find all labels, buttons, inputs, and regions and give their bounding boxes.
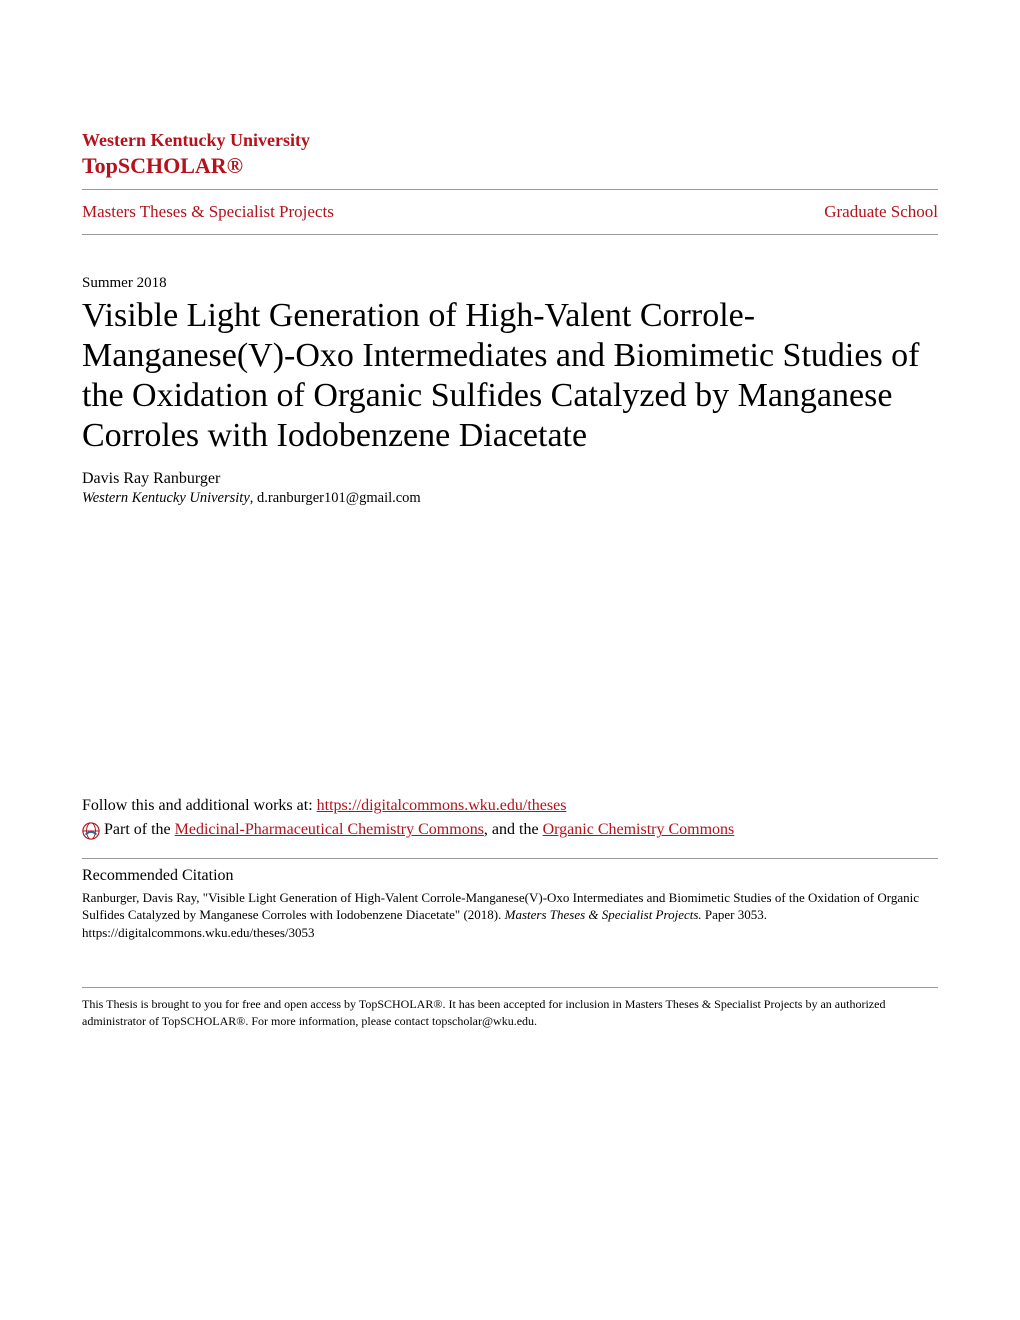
university-name: Western Kentucky University	[82, 130, 938, 151]
partof-conjunction: , and the	[484, 821, 543, 838]
author-name: Davis Ray Ranburger	[82, 470, 938, 488]
author-affiliation: Western Kentucky University, d.ranburger…	[82, 490, 938, 507]
publication-date: Summer 2018	[82, 275, 938, 292]
header-block: Western Kentucky University TopSCHOLAR®	[82, 130, 938, 179]
follow-prefix: Follow this and additional works at:	[82, 797, 317, 814]
partof-prefix: Part of the	[104, 821, 175, 838]
collection-link[interactable]: Masters Theses & Specialist Projects	[82, 202, 334, 222]
divider-nav	[82, 234, 938, 235]
network-icon	[82, 822, 100, 840]
breadcrumb-row: Masters Theses & Specialist Projects Gra…	[82, 202, 938, 222]
follow-url-link[interactable]: https://digitalcommons.wku.edu/theses	[317, 797, 567, 814]
citation-url: https://digitalcommons.wku.edu/theses/30…	[82, 925, 315, 940]
document-title: Visible Light Generation of High-Valent …	[82, 296, 938, 456]
follow-line: Follow this and additional works at: htt…	[82, 797, 938, 815]
affiliation-email: , d.ranburger101@gmail.com	[250, 490, 421, 506]
citation-section: Recommended Citation Ranburger, Davis Ra…	[82, 858, 938, 942]
citation-series: Masters Theses & Specialist Projects.	[505, 907, 705, 922]
citation-heading: Recommended Citation	[82, 867, 938, 885]
citation-text: Ranburger, Davis Ray, "Visible Light Gen…	[82, 889, 938, 942]
partof-line: Part of the Medicinal-Pharmaceutical Che…	[82, 821, 938, 839]
subject-link-2[interactable]: Organic Chemistry Commons	[543, 821, 735, 838]
citation-body-1: Ranburger, Davis Ray, "Visible Light Gen…	[82, 890, 919, 923]
citation-body-2: Paper 3053.	[705, 907, 767, 922]
footer-text: This Thesis is brought to you for free a…	[82, 996, 938, 1028]
follow-section: Follow this and additional works at: htt…	[82, 797, 938, 839]
affiliation-institution: Western Kentucky University	[82, 490, 250, 506]
repository-name[interactable]: TopSCHOLAR®	[82, 153, 938, 179]
school-link[interactable]: Graduate School	[824, 202, 938, 222]
footer-section: This Thesis is brought to you for free a…	[82, 987, 938, 1028]
subject-link-1[interactable]: Medicinal-Pharmaceutical Chemistry Commo…	[175, 821, 484, 838]
divider-top	[82, 189, 938, 190]
